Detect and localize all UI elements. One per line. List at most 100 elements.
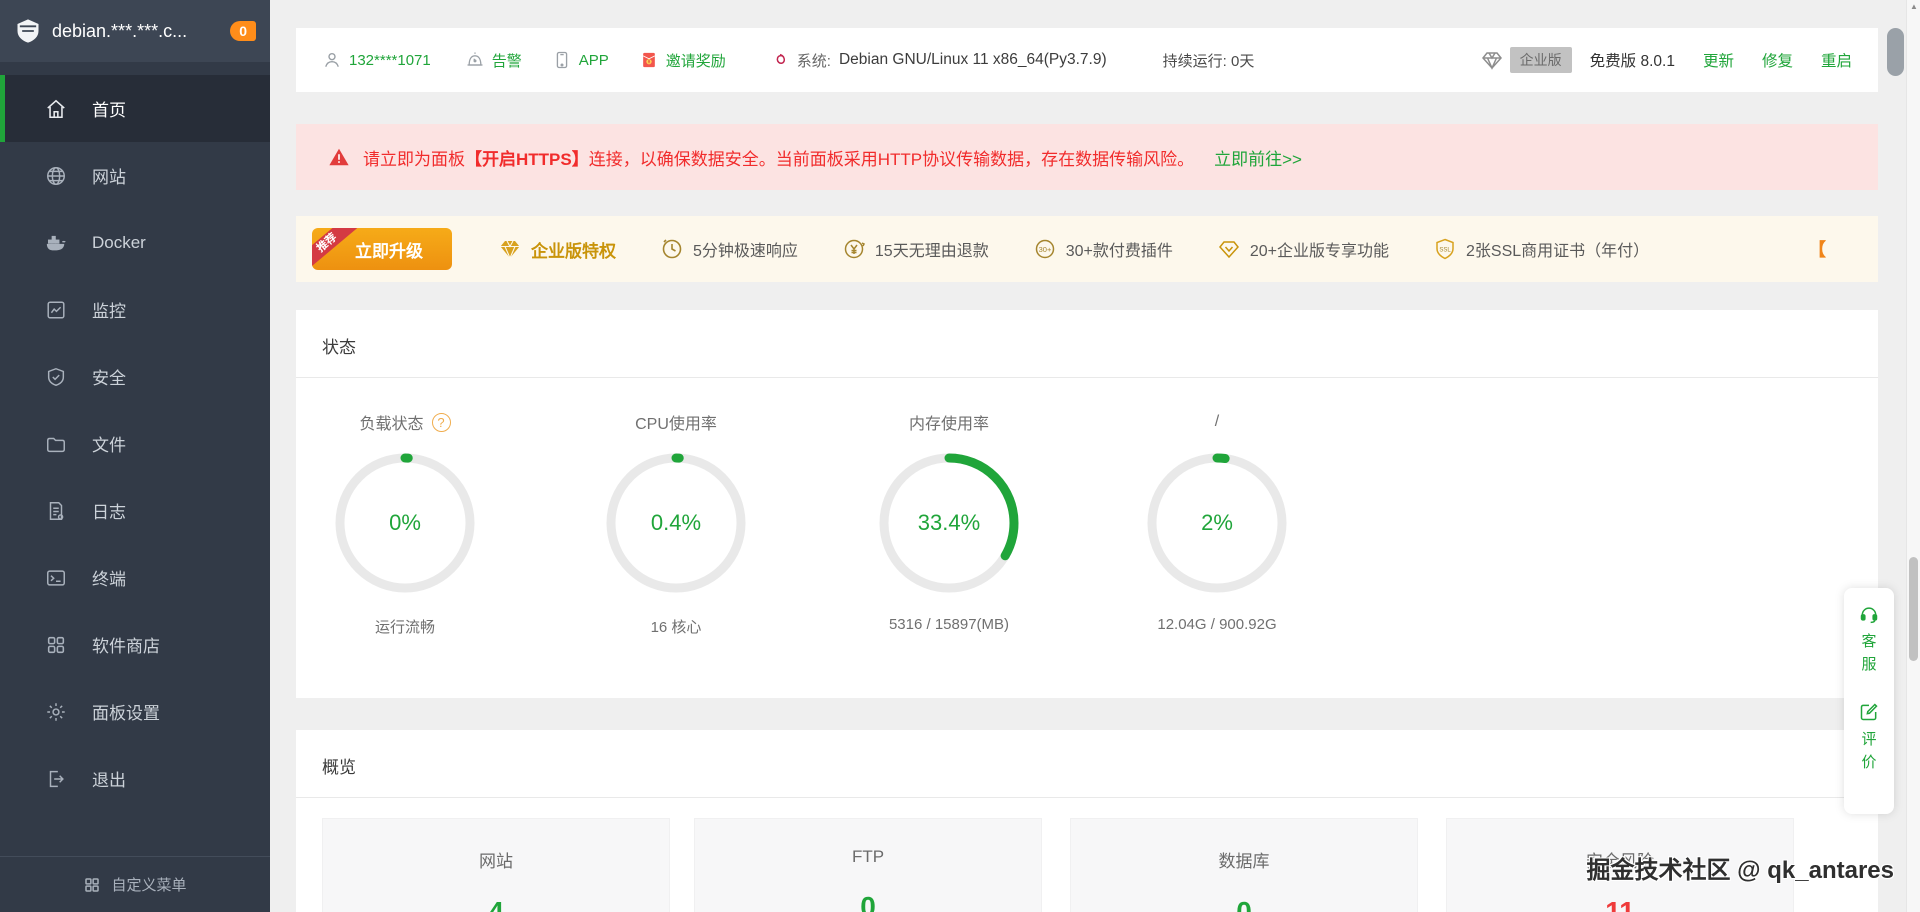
floating-side-widget: 客服 评价 — [1844, 588, 1894, 814]
sidebar-item-docker[interactable]: Docker — [0, 209, 270, 276]
sidebar-item-label: Docker — [92, 232, 146, 252]
scrollbar-up-arrow[interactable]: ▲ — [1910, 2, 1918, 11]
upgrade-now-button[interactable]: 推荐 立即升级 — [312, 228, 452, 270]
review-button[interactable]: 评价 — [1859, 702, 1879, 774]
promo-item-refund[interactable]: 15天无理由退款 — [842, 237, 989, 261]
phone-app-icon — [552, 50, 572, 70]
gauge-load: 负载状态? 0% 运行流畅 — [330, 410, 480, 637]
sidebar-item-website[interactable]: 网站 — [0, 142, 270, 209]
gauge-label: CPU使用率 — [635, 416, 717, 433]
overview-title: 概览 — [296, 730, 1878, 798]
overview-card: 概览 网站 4 FTP 0 数据库 0 安全风险 11 — [296, 730, 1878, 912]
scrollbar-track[interactable]: ▲ — [1906, 0, 1920, 912]
overview-box-label: 安全风险 — [1586, 852, 1654, 871]
overview-box-label: 数据库 — [1218, 852, 1270, 871]
diamond-outline-icon — [1217, 237, 1241, 261]
promo-item-features[interactable]: 20+企业版专享功能 — [1217, 237, 1389, 261]
sidebar-item-settings[interactable]: 面板设置 — [0, 678, 270, 745]
status-card: 状态 负载状态? 0% 运行流畅 CPU使用率 0.4% 16 核心 内存使用率… — [296, 310, 1878, 698]
alarm-bell-icon — [465, 50, 485, 70]
log-file-icon — [45, 500, 67, 522]
recommend-ribbon: 推荐 — [312, 228, 361, 270]
warning-triangle-icon — [328, 146, 350, 168]
invite-link[interactable]: ¥ 邀请奖励 — [639, 50, 726, 71]
cpu-sub: 16 核心 — [650, 619, 702, 636]
load-ring[interactable]: 0% — [330, 448, 480, 598]
server-title[interactable]: debian.***.***.c... — [52, 20, 188, 41]
sidebar-item-monitor[interactable]: 监控 — [0, 276, 270, 343]
gauge-disk: / 2% 12.04G / 900.92G — [1142, 410, 1292, 633]
refund-icon — [842, 237, 866, 261]
sidebar-item-files[interactable]: 文件 — [0, 410, 270, 477]
sidebar-item-label: 终端 — [92, 570, 126, 589]
memory-sub: 5316 / 15897(MB) — [888, 616, 1010, 633]
promo-item-response[interactable]: 5分钟极速响应 — [660, 237, 798, 261]
diamond-icon — [1480, 48, 1504, 72]
scrollbar-thumb-top[interactable] — [1887, 28, 1904, 76]
memory-percent: 33.4% — [917, 510, 981, 535]
sidebar-header: debian.***.***.c... 0 — [0, 0, 270, 62]
sidebar-item-terminal[interactable]: 终端 — [0, 544, 270, 611]
bt-logo-icon — [14, 17, 42, 45]
sidebar-item-label: 网站 — [92, 168, 126, 187]
sidebar-item-label: 安全 — [92, 369, 126, 388]
overview-box-database[interactable]: 数据库 0 — [1070, 818, 1418, 912]
red-envelope-icon: ¥ — [639, 50, 659, 70]
sidebar-item-label: 首页 — [92, 101, 126, 120]
overview-box-value[interactable]: 11 — [1605, 896, 1635, 912]
system-label: 系统: — [796, 52, 831, 70]
overview-box-ftp[interactable]: FTP 0 — [694, 818, 1042, 912]
promo-item-ssl[interactable]: SSL 2张SSL商用证书（年付） — [1433, 237, 1649, 261]
enterprise-entry[interactable]: 企业版 — [1480, 47, 1572, 73]
edit-square-icon — [1859, 702, 1879, 722]
sidebar-item-appstore[interactable]: 软件商店 — [0, 611, 270, 678]
overview-box-value[interactable]: 4 — [488, 896, 504, 912]
account-link[interactable]: 132****1071 — [322, 50, 431, 70]
shield-check-icon — [45, 366, 67, 388]
sidebar-item-logs[interactable]: 日志 — [0, 477, 270, 544]
sidebar-item-label: 监控 — [92, 302, 126, 321]
status-title: 状态 — [296, 310, 1878, 378]
overview-box-website[interactable]: 网站 4 — [322, 818, 670, 912]
terminal-icon — [45, 567, 67, 589]
sidebar-item-security[interactable]: 安全 — [0, 343, 270, 410]
update-button[interactable]: 更新 — [1702, 53, 1734, 70]
system-info: 系统: Debian GNU/Linux 11 x86_64(Py3.7.9) — [770, 50, 1107, 71]
promo-item-plugins[interactable]: 30+ 30+款付费插件 — [1033, 237, 1173, 261]
enterprise-badge: 企业版 — [1509, 47, 1572, 73]
customer-service-label: 客服 — [1861, 633, 1877, 673]
sidebar-item-label: 软件商店 — [92, 637, 160, 656]
restart-button[interactable]: 重启 — [1820, 53, 1852, 70]
notification-badge[interactable]: 0 — [230, 21, 256, 41]
disk-ring[interactable]: 2% — [1142, 448, 1292, 598]
folder-icon — [45, 433, 67, 455]
overview-box-value[interactable]: 0 — [1236, 896, 1252, 912]
topbar: 132****1071 告警 APP ¥ 邀请奖励 系统: Debian GNU… — [296, 28, 1878, 92]
customer-service-button[interactable]: 客服 — [1859, 604, 1879, 676]
overview-box-label: FTP — [851, 847, 885, 866]
sidebar-item-label: 日志 — [92, 503, 126, 522]
help-icon[interactable]: ? — [431, 412, 451, 432]
sidebar-item-logout[interactable]: 退出 — [0, 745, 270, 812]
go-now-link[interactable]: 立即前往>> — [1214, 149, 1302, 169]
warning-text: 请立即为面板【开启HTTPS】连接，以确保数据安全。当前面板采用HTTP协议传输… — [363, 149, 1195, 169]
custom-menu-grid-icon — [83, 876, 101, 894]
app-link[interactable]: APP — [552, 50, 609, 70]
invite-label: 邀请奖励 — [665, 52, 726, 70]
load-percent: 0% — [389, 510, 421, 535]
repair-button[interactable]: 修复 — [1761, 53, 1793, 70]
home-icon — [45, 98, 67, 120]
sidebar-item-home[interactable]: 首页 — [0, 75, 270, 142]
cpu-percent: 0.4% — [650, 510, 702, 535]
app-label: APP — [578, 51, 609, 69]
overview-box-value[interactable]: 0 — [860, 891, 876, 912]
overview-box-security-risk[interactable]: 安全风险 11 — [1446, 818, 1794, 912]
memory-ring[interactable]: 33.4% — [874, 448, 1024, 598]
alarm-link[interactable]: 告警 — [465, 50, 522, 71]
custom-menu-button[interactable]: 自定义菜单 — [0, 856, 270, 912]
sidebar-item-label: 面板设置 — [92, 704, 160, 723]
svg-text:SSL: SSL — [1439, 248, 1451, 254]
promo-item-enterprise[interactable]: 企业版特权 — [498, 237, 616, 262]
scrollbar-thumb[interactable] — [1909, 557, 1918, 661]
cpu-ring[interactable]: 0.4% — [601, 448, 751, 598]
